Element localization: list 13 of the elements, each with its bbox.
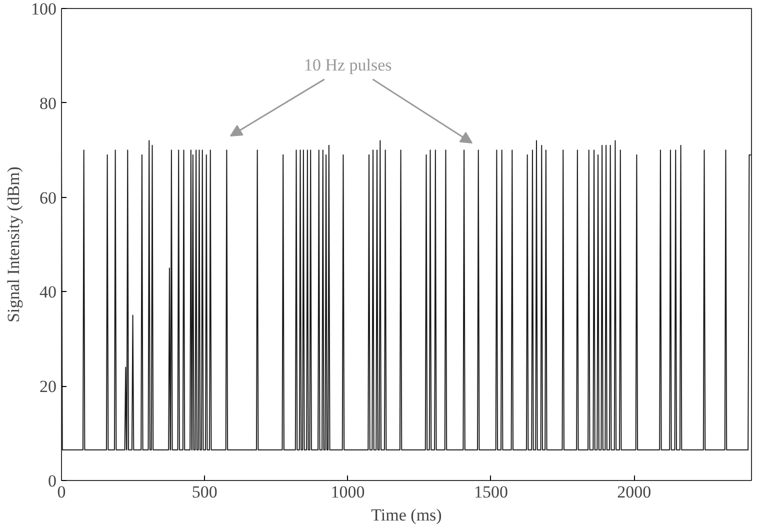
x-tick-label: 2000 [617, 482, 652, 502]
line-series [62, 140, 752, 450]
x-tick-label: 1500 [474, 482, 508, 502]
y-tick-label: 20 [40, 377, 56, 396]
x-tick-label: 1000 [330, 482, 365, 502]
y-axis-title: Signal Intensity (dBm) [4, 166, 23, 322]
y-tick-label: 60 [40, 188, 56, 208]
annotation: 10 Hz pulses [304, 56, 392, 75]
y-tick-label: 100 [31, 0, 56, 18]
y-tick-label: 40 [40, 282, 56, 302]
x-axis-title: Time (ms) [371, 506, 442, 524]
x-tick-label: 500 [192, 482, 218, 502]
y-tick-label: 80 [40, 94, 56, 113]
